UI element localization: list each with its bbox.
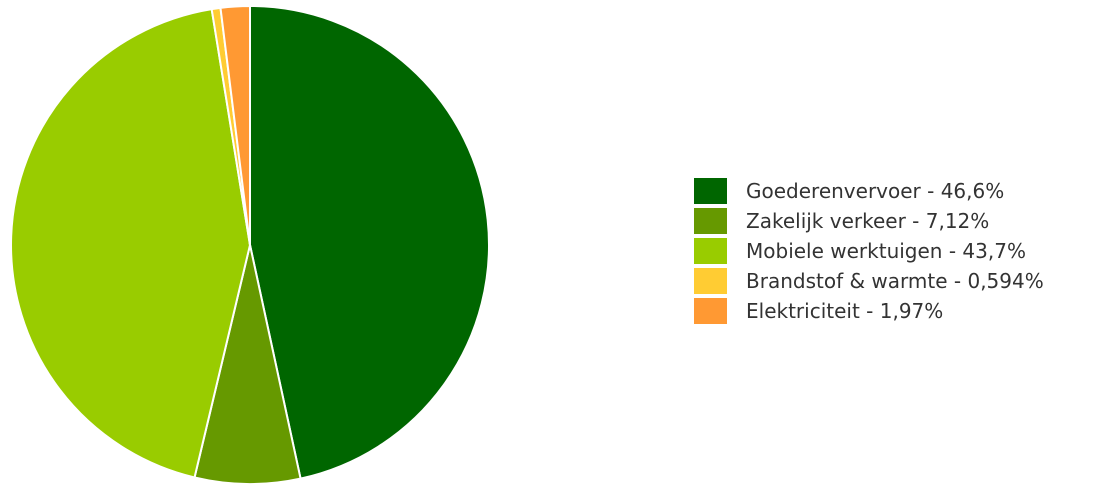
legend-swatch-brandstof-warmte (694, 268, 727, 294)
legend-label-goederenvervoer: Goederenvervoer - 46,6% (746, 179, 1005, 203)
chart-legend: Goederenvervoer - 46,6% Zakelijk verkeer… (694, 176, 1044, 326)
legend-swatch-zakelijk-verkeer (694, 208, 727, 234)
legend-item-elektriciteit: Elektriciteit - 1,97% (694, 296, 1044, 326)
legend-item-goederenvervoer: Goederenvervoer - 46,6% (694, 176, 1044, 206)
legend-item-mobiele-werktuigen: Mobiele werktuigen - 43,7% (694, 236, 1044, 266)
legend-swatch-mobiele-werktuigen (694, 238, 727, 264)
pie-slice-4 (219, 5, 251, 246)
legend-swatch-elektriciteit (694, 298, 727, 324)
legend-label-zakelijk-verkeer: Zakelijk verkeer - 7,12% (746, 209, 990, 233)
pie-chart-svg (10, 5, 490, 484)
legend-label-mobiele-werktuigen: Mobiele werktuigen - 43,7% (746, 239, 1026, 263)
legend-item-brandstof-warmte: Brandstof & warmte - 0,594% (694, 266, 1044, 296)
pie-slice-0 (249, 5, 490, 480)
pie-slice-2 (10, 8, 251, 479)
legend-label-elektriciteit: Elektriciteit - 1,97% (746, 299, 944, 323)
legend-item-zakelijk-verkeer: Zakelijk verkeer - 7,12% (694, 206, 1044, 236)
legend-label-brandstof-warmte: Brandstof & warmte - 0,594% (746, 269, 1044, 293)
legend-swatch-goederenvervoer (694, 178, 727, 204)
